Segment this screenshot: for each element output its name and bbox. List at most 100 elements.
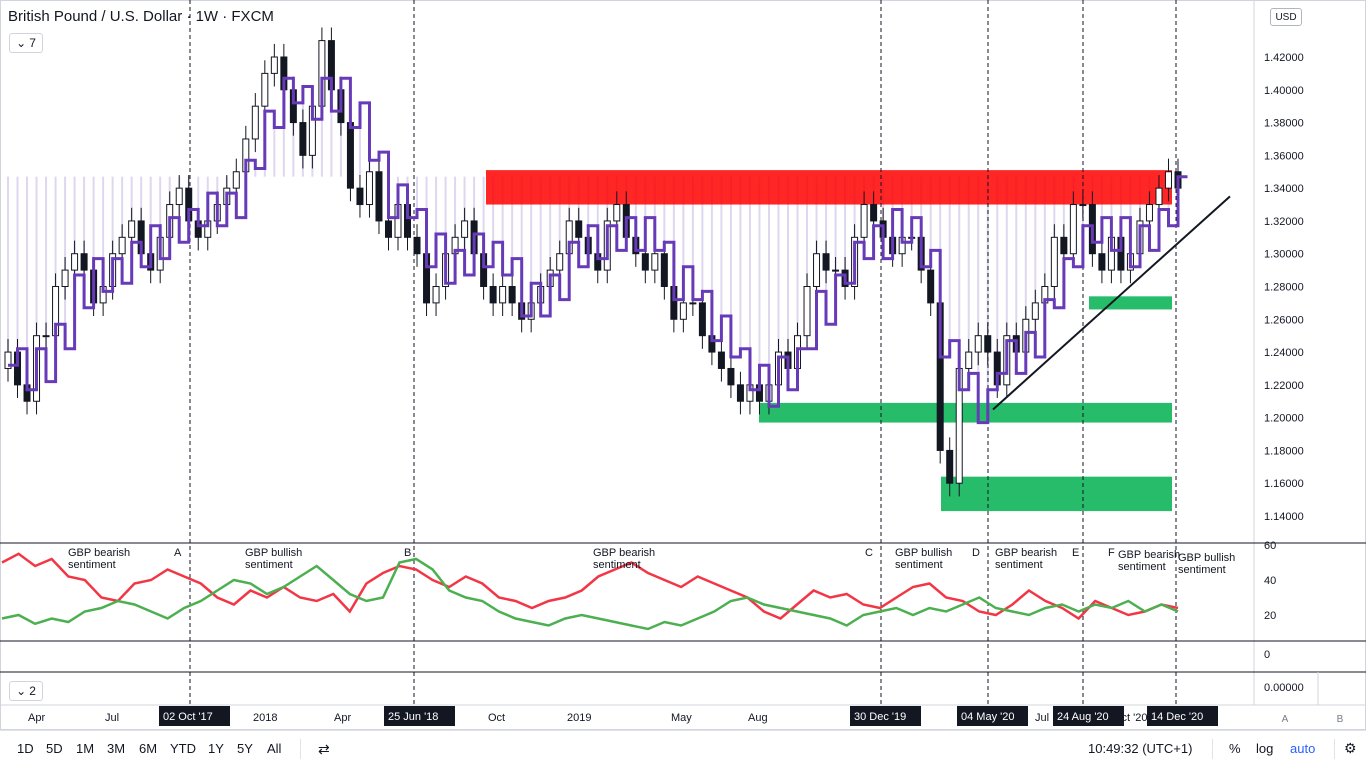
date-flag-label: 04 May '20 <box>961 711 1014 723</box>
candle-body <box>613 204 621 222</box>
sentiment-green-line <box>1 557 1179 631</box>
date-flag-label: 24 Aug '20 <box>1057 711 1109 723</box>
y-tick-label: 1.20000 <box>1264 413 1304 425</box>
date-range-icon[interactable]: ⇄ <box>318 741 330 757</box>
range-1m[interactable]: 1M <box>76 741 95 756</box>
y-tick-label: 1.42000 <box>1264 52 1304 64</box>
candle-body <box>984 335 992 353</box>
candle-body <box>384 220 392 238</box>
price-axis[interactable]: 1.14000 1.16000 1.18000 1.20000 1.22000 1.240… <box>1264 52 1304 523</box>
candle-body <box>698 302 706 337</box>
range-6m[interactable]: 6M <box>139 741 158 756</box>
candle-body <box>356 187 364 206</box>
settings-icon[interactable]: ⚙ <box>1344 740 1357 756</box>
date-flag-label: 30 Dec '19 <box>854 711 906 723</box>
candle-body <box>1164 171 1172 189</box>
x-tick-label: 2018 <box>253 712 277 724</box>
price-step-line <box>8 76 1188 425</box>
candle-body <box>1155 187 1163 206</box>
date-flag-bg <box>1053 706 1124 726</box>
scale-b-button[interactable]: B <box>1336 713 1344 725</box>
candle-body <box>261 72 269 107</box>
sr-zones <box>486 170 1172 512</box>
candle-body <box>299 122 307 156</box>
pane2-toggle[interactable]: ⌄ 2 <box>9 681 43 701</box>
range-all[interactable]: All <box>267 741 282 756</box>
range-5y[interactable]: 5Y <box>237 741 253 756</box>
range-3m[interactable]: 3M <box>107 741 126 756</box>
y-tick-label: 1.22000 <box>1264 380 1304 392</box>
event-letter: F <box>1108 547 1115 559</box>
x-tick-label: Oct <box>488 712 505 724</box>
y-tick-label: 1.26000 <box>1264 314 1304 326</box>
candle-body <box>1031 302 1039 320</box>
candle-body <box>118 236 126 255</box>
sentiment-label: GBP bullish sentiment <box>245 547 302 571</box>
y-tick-label: 1.38000 <box>1264 118 1304 130</box>
candle-body <box>641 253 649 271</box>
trendline[interactable] <box>992 195 1231 411</box>
sentiment-red-line <box>1 552 1179 621</box>
range-1y[interactable]: 1Y <box>208 741 224 756</box>
candle-body <box>727 367 735 386</box>
y-tick-label: 1.28000 <box>1264 282 1304 294</box>
y-tick-label: 1.32000 <box>1264 216 1304 228</box>
zone-support-2 <box>759 402 1172 423</box>
candle-body <box>251 105 259 140</box>
event-letter: E <box>1072 547 1079 559</box>
chevron-down-icon: ⌄ <box>16 684 27 698</box>
candle-body <box>128 220 136 238</box>
event-letter: D <box>972 547 980 559</box>
candle-body <box>822 253 830 271</box>
range-1d[interactable]: 1D <box>17 741 34 756</box>
toolbar-divider <box>1334 739 1335 759</box>
date-flag-bg <box>384 706 455 726</box>
clock-readout[interactable]: 10:49:32 (UTC+1) <box>1088 741 1193 756</box>
log-toggle[interactable]: log <box>1256 741 1274 756</box>
date-flag-bg <box>957 706 1028 726</box>
sentiment-label: GBP bearish sentiment <box>593 547 655 571</box>
event-letter: B <box>404 547 411 559</box>
sentiment-label: GBP bearish sentiment <box>995 547 1057 571</box>
zone-support-1 <box>1089 296 1172 310</box>
chart-canvas[interactable]: 1.14000 1.16000 1.18000 1.20000 1.22000 1.240… <box>0 0 1366 730</box>
pane3-y-tick: 0.00000 <box>1264 682 1304 694</box>
range-5d[interactable]: 5D <box>46 741 63 756</box>
candle-body <box>717 351 725 369</box>
candle-body <box>71 253 79 271</box>
candle-body <box>927 269 935 304</box>
candle-body <box>61 269 69 288</box>
auto-toggle[interactable]: auto <box>1290 741 1316 756</box>
y-tick-label: 1.40000 <box>1264 85 1304 97</box>
scale-a-button[interactable]: A <box>1281 713 1289 725</box>
candle-body <box>946 449 954 484</box>
candle-body <box>489 286 497 304</box>
x-tick-label: 2019 <box>567 712 591 724</box>
indicator-count: 7 <box>29 36 36 50</box>
date-flag-bg <box>159 706 230 726</box>
candle-body <box>346 122 354 189</box>
candle-body <box>974 335 982 353</box>
candle-body <box>870 204 878 222</box>
candle-body <box>813 253 821 287</box>
candle-body <box>736 384 744 402</box>
y-tick-label: 1.34000 <box>1264 183 1304 195</box>
candle-body <box>1069 204 1077 255</box>
pane3-y-tick: 0 <box>1264 649 1270 661</box>
date-flag-label: 02 Oct '17 <box>163 711 213 723</box>
x-tick-label: Apr <box>334 712 351 724</box>
indicator-toggle[interactable]: ⌄ 7 <box>9 33 43 53</box>
percent-toggle[interactable]: % <box>1229 741 1241 756</box>
toolbar-divider <box>1212 739 1213 759</box>
range-ytd[interactable]: YTD <box>170 741 196 756</box>
candle-body <box>679 302 687 320</box>
candle-body <box>365 171 373 206</box>
candle-body <box>4 351 12 369</box>
currency-badge[interactable]: USD <box>1270 8 1302 26</box>
zone-resistance <box>486 170 1172 205</box>
date-flag-bg <box>1147 706 1218 726</box>
candle-body <box>803 286 811 337</box>
y-tick-label: 1.18000 <box>1264 445 1304 457</box>
